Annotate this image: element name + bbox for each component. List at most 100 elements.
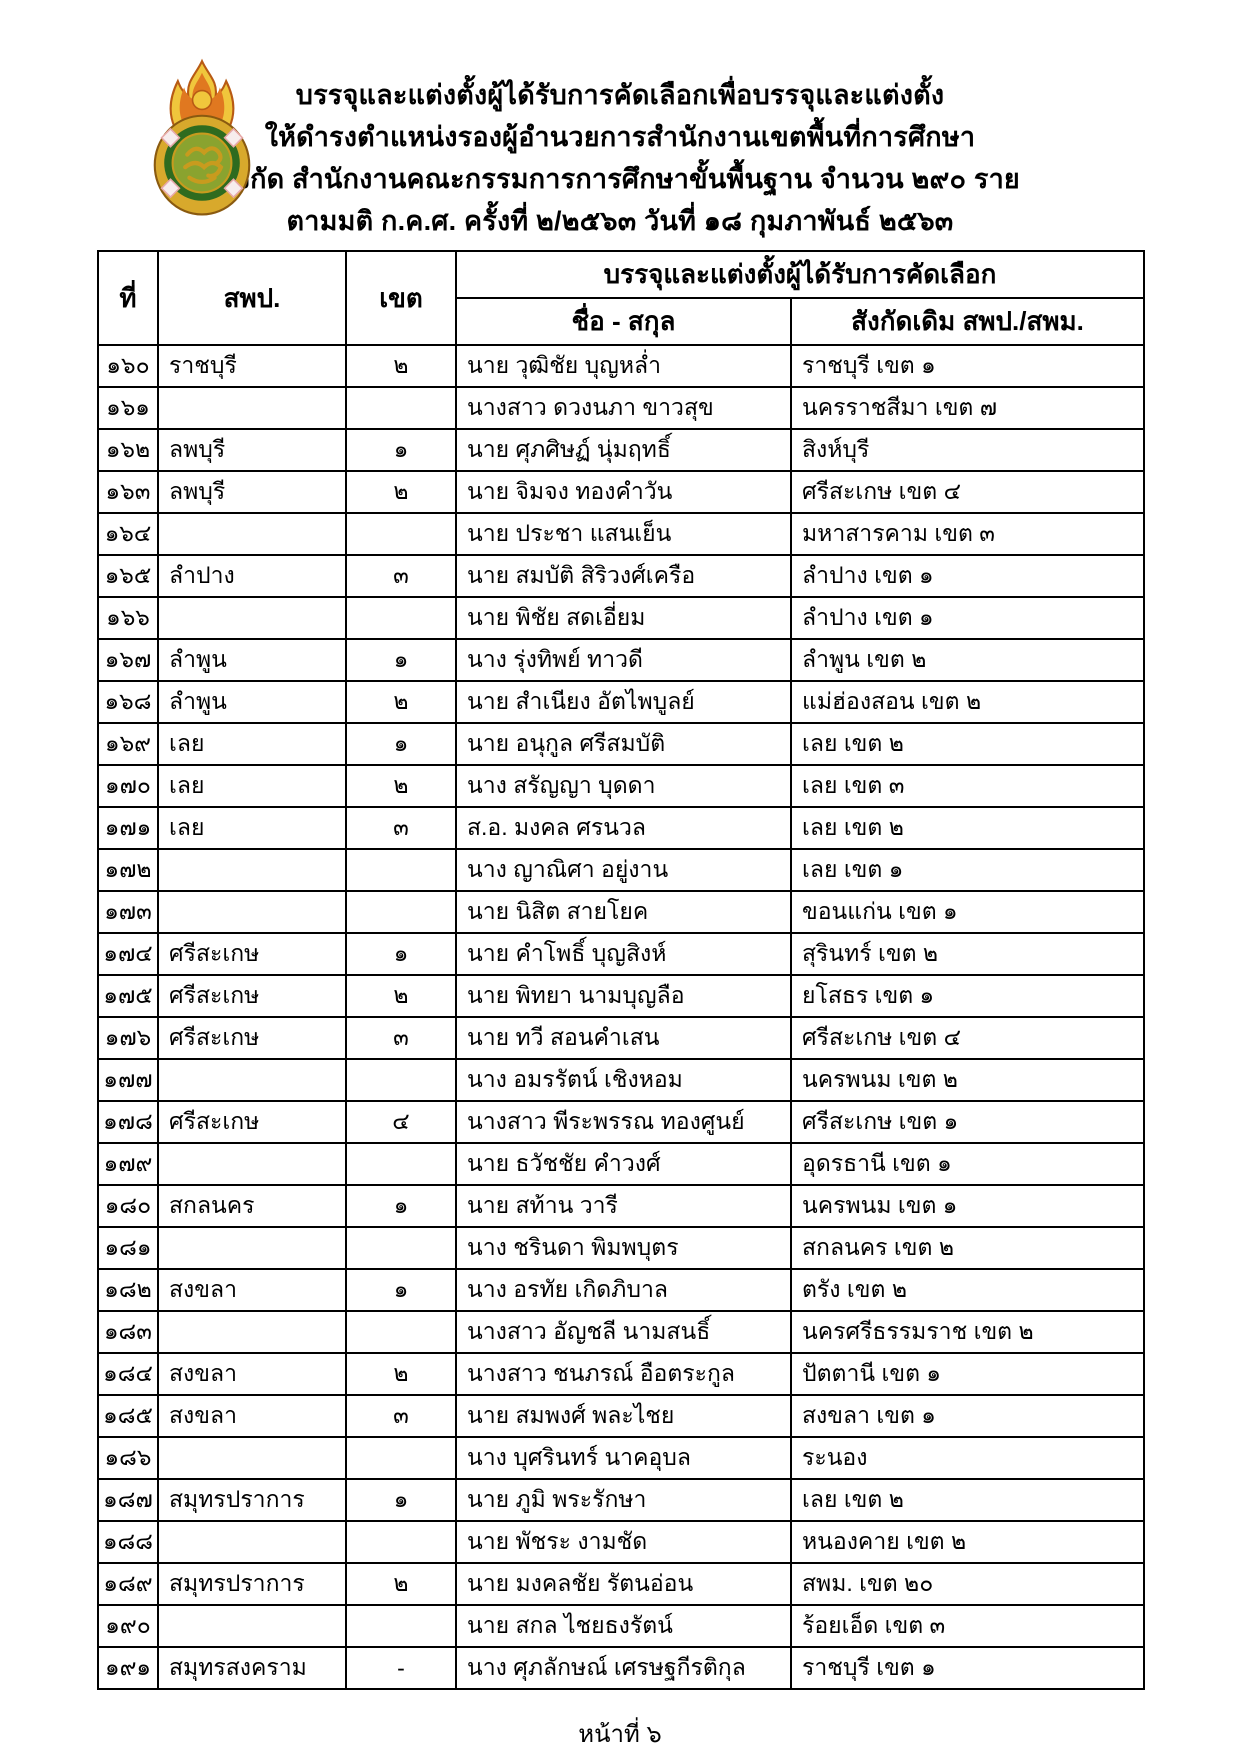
- table-row: ๑๙๑ สมุทรสงคราม - นาง ศุภลักษณ์ เศรษฐกีรติก…: [97, 1646, 1146, 1690]
- cell-office: ลำพูน: [157, 680, 347, 724]
- cell-no: ๑๘๕: [97, 1394, 159, 1438]
- cell-no: ๑๘๔: [97, 1352, 159, 1396]
- cell-former: ยโสธร เขต ๑: [789, 974, 1146, 1018]
- cell-office: [157, 890, 347, 934]
- cell-name: นาง ศุภลักษณ์ เศรษฐกีรติกุล: [455, 1646, 792, 1690]
- cell-former: ลำปาง เขต ๑: [789, 596, 1146, 640]
- cell-no: ๑๖๗: [97, 638, 159, 682]
- cell-no: ๑๗๔: [97, 932, 159, 976]
- cell-office: ลำพูน: [157, 638, 347, 682]
- appointment-table: ที่ สพป. เขต บรรจุและแต่งตั้งผู้ได้รับกา…: [97, 250, 1146, 1690]
- table-row: ๑๘๑ นาง ชรินดา พิมพบุตร สกลนคร เขต ๒: [97, 1226, 1146, 1270]
- cell-zone: [345, 1058, 457, 1102]
- cell-no: ๑๖๙: [97, 722, 159, 766]
- cell-no: ๑๖๔: [97, 512, 159, 556]
- title-line-4: ตามมติ ก.ค.ศ. ครั้งที่ ๒/๒๕๖๓ วันที่ ๑๘ …: [286, 206, 954, 236]
- cell-no: ๑๘๓: [97, 1310, 159, 1354]
- cell-former: ร้อยเอ็ด เขต ๓: [789, 1604, 1146, 1648]
- cell-no: ๑๙๐: [97, 1604, 159, 1648]
- cell-name: นางสาว ชนภรณ์ อือตระกูล: [455, 1352, 792, 1396]
- cell-office: ศรีสะเกษ: [157, 932, 347, 976]
- cell-name: นาย สมบัติ สิริวงศ์เครือ: [455, 554, 792, 598]
- cell-name: นาย ศุภศิษฏ์ นุ่มฤทธิ์: [455, 428, 792, 472]
- table-row: ๑๗๙ นาย ธวัชชัย คำวงศ์ อุดรธานี เขต ๑: [97, 1142, 1146, 1186]
- cell-no: ๑๘๐: [97, 1184, 159, 1228]
- cell-no: ๑๘๖: [97, 1436, 159, 1480]
- table-row: ๑๖๒ ลพบุรี๑นาย ศุภศิษฏ์ นุ่มฤทธิ์ สิงห์บุร…: [97, 428, 1146, 472]
- cell-zone: [345, 1226, 457, 1270]
- cell-office: [157, 1226, 347, 1270]
- cell-zone: ๓: [345, 554, 457, 598]
- cell-no: ๑๖๑: [97, 386, 159, 430]
- cell-no: ๑๗๑: [97, 806, 159, 850]
- table-row: ๑๘๓ นางสาว อัญชลี นามสนธิ์ นครศรีธรรมราช เ…: [97, 1310, 1146, 1354]
- cell-zone: [345, 512, 457, 556]
- cell-no: ๑๗๐: [97, 764, 159, 808]
- cell-zone: [345, 1142, 457, 1186]
- table-row: ๑๗๕ ศรีสะเกษ๒นาย พิทยา นามบุญลือ ยโสธร เขต…: [97, 974, 1146, 1018]
- cell-office: [157, 512, 347, 556]
- cell-former: อุดรธานี เขต ๑: [789, 1142, 1146, 1186]
- table-row: ๑๖๗ ลำพูน๑นาง รุ่งทิพย์ ทาวดี ลำพูน เขต ๒: [97, 638, 1146, 682]
- cell-name: ส.อ. มงคล ศรนวล: [455, 806, 792, 850]
- table-row: ๑๘๐ สกลนคร๑นาย สท้าน วารี นครพนม เขต ๑: [97, 1184, 1146, 1228]
- title-line-2: ให้ดำรงตำแหน่งรองผู้อำนวยการสำนักงานเขตพ…: [264, 122, 976, 152]
- table-row: ๑๗๔ ศรีสะเกษ๑นาย คำโพธิ์ บุญสิงห์ สุรินทร์…: [97, 932, 1146, 976]
- cell-name: นางสาว พีระพรรณ ทองศูนย์: [455, 1100, 792, 1144]
- cell-zone: ๓: [345, 806, 457, 850]
- cell-former: แม่ฮ่องสอน เขต ๒: [789, 680, 1146, 724]
- table-row: ๑๗๑ เลย๓ส.อ. มงคล ศรนวล เลย เขต ๒: [97, 806, 1146, 850]
- table-row: ๑๗๓ นาย นิสิต สายโยค ขอนแก่น เขต ๑: [97, 890, 1146, 934]
- cell-name: นาย สกล ไชยธงรัตน์: [455, 1604, 792, 1648]
- cell-no: ๑๙๑: [97, 1646, 159, 1690]
- cell-office: [157, 848, 347, 892]
- cell-zone: [345, 1436, 457, 1480]
- cell-no: ๑๘๘: [97, 1520, 159, 1564]
- cell-zone: ๒: [345, 470, 457, 514]
- cell-no: ๑๘๗: [97, 1478, 159, 1522]
- table-row: ๑๗๖ ศรีสะเกษ๓นาย ทวี สอนคำเสน ศรีสะเกษ เขต…: [97, 1016, 1146, 1060]
- document-title-block: บรรจุและแต่งตั้งผู้ได้รับการคัดเลือกเพื่…: [0, 0, 1240, 242]
- cell-former: ลำปาง เขต ๑: [789, 554, 1146, 598]
- table-header: ที่ สพป. เขต บรรจุและแต่งตั้งผู้ได้รับกา…: [97, 250, 1146, 346]
- cell-name: นาง บุศรินทร์ นาคอุบล: [455, 1436, 792, 1480]
- cell-name: นางสาว ดวงนภา ขาวสุข: [455, 386, 792, 430]
- cell-zone: ๒: [345, 1562, 457, 1606]
- cell-name: นาย พิชัย สดเอี่ยม: [455, 596, 792, 640]
- cell-former: นครราชสีมา เขต ๗: [789, 386, 1146, 430]
- cell-name: นาย ทวี สอนคำเสน: [455, 1016, 792, 1060]
- cell-name: นาง ญาณิศา อยู่งาน: [455, 848, 792, 892]
- table-row: ๑๗๐ เลย๒นาง สรัญญา บุดดา เลย เขต ๓: [97, 764, 1146, 808]
- cell-zone: ๔: [345, 1100, 457, 1144]
- cell-name: นาย มงคลชัย รัตนอ่อน: [455, 1562, 792, 1606]
- table-row: ๑๖๓ ลพบุรี๒นาย จิมจง ทองคำวัน ศรีสะเกษ เขต…: [97, 470, 1146, 514]
- cell-office: เลย: [157, 764, 347, 808]
- cell-former: นครพนม เขต ๑: [789, 1184, 1146, 1228]
- table-row: ๑๘๗ สมุทรปราการ๑นาย ภูมิ พระรักษา เลย เขต …: [97, 1478, 1146, 1522]
- header-office: สพป.: [157, 250, 347, 346]
- table-row: ๑๗๗ นาง อมรรัตน์ เชิงหอม นครพนม เขต ๒: [97, 1058, 1146, 1102]
- cell-former: ขอนแก่น เขต ๑: [789, 890, 1146, 934]
- seal-script: [183, 146, 224, 184]
- table-row: ๑๘๙ สมุทรปราการ๒นาย มงคลชัย รัตนอ่อน สพม. …: [97, 1562, 1146, 1606]
- cell-name: นาง สรัญญา บุดดา: [455, 764, 792, 808]
- cell-name: นาย คำโพธิ์ บุญสิงห์: [455, 932, 792, 976]
- header-name: ชื่อ - สกุล: [455, 297, 792, 346]
- cell-office: ศรีสะเกษ: [157, 1100, 347, 1144]
- cell-no: ๑๖๕: [97, 554, 159, 598]
- cell-zone: [345, 1310, 457, 1354]
- cell-former: เลย เขต ๒: [789, 722, 1146, 766]
- cell-name: นาย วุฒิชัย บุญหล่ำ: [455, 344, 792, 388]
- cell-name: นาย จิมจง ทองคำวัน: [455, 470, 792, 514]
- table-row: ๑๘๘ นาย พัชระ งามชัด หนองคาย เขต ๒: [97, 1520, 1146, 1564]
- cell-office: สกลนคร: [157, 1184, 347, 1228]
- cell-zone: [345, 386, 457, 430]
- cell-no: ๑๘๒: [97, 1268, 159, 1312]
- cell-name: นาย อนุกูล ศรีสมบัติ: [455, 722, 792, 766]
- cell-office: [157, 1604, 347, 1648]
- cell-former: สิงห์บุรี: [789, 428, 1146, 472]
- table-row: ๑๖๑ นางสาว ดวงนภา ขาวสุข นครราชสีมา เขต ๗: [97, 386, 1146, 430]
- cell-name: นาย พัชระ งามชัด: [455, 1520, 792, 1564]
- cell-no: ๑๖๐: [97, 344, 159, 388]
- cell-office: ศรีสะเกษ: [157, 1016, 347, 1060]
